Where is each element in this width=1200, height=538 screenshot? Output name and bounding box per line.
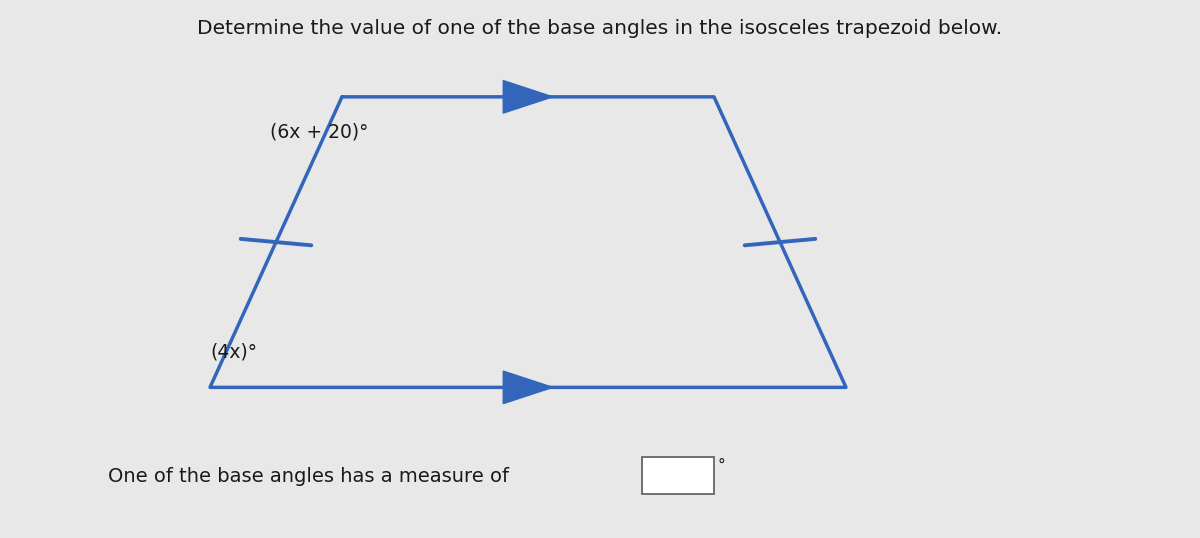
Text: (4x)°: (4x)° — [210, 343, 257, 362]
Text: °: ° — [718, 458, 725, 473]
Text: One of the base angles has a measure of: One of the base angles has a measure of — [108, 466, 509, 486]
Text: (6x + 20)°: (6x + 20)° — [270, 122, 368, 141]
Polygon shape — [503, 81, 553, 113]
Text: Determine the value of one of the base angles in the isosceles trapezoid below.: Determine the value of one of the base a… — [198, 19, 1002, 38]
Polygon shape — [503, 371, 553, 404]
FancyBboxPatch shape — [642, 457, 714, 494]
